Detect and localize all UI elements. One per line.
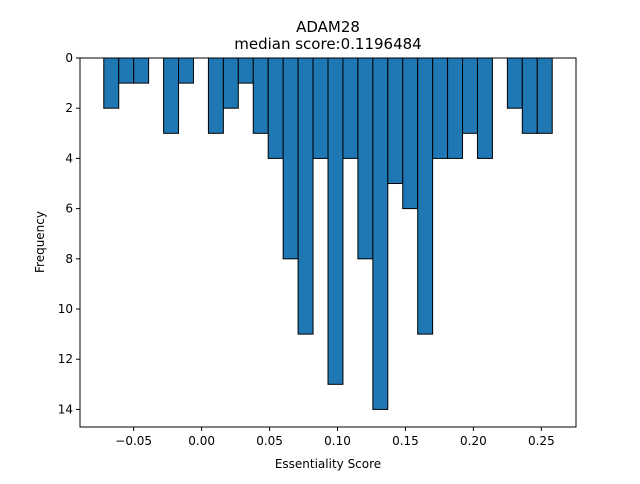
histogram-bar-1 [118,57,135,84]
x-tick-label-1: 0.00 [188,434,215,448]
y-tick-label-6: 12 [58,352,73,366]
histogram-bar-7 [237,57,254,84]
y-tick-label-0: 0 [65,51,73,65]
bars-group [103,57,553,410]
x-tick-label-6: 0.25 [528,434,555,448]
histogram-bar-5 [207,57,224,134]
x-tick-label-2: 0.05 [256,434,283,448]
histogram-bar-25 [521,57,538,134]
histogram-bar-19 [417,57,434,335]
histogram-bar-15 [357,57,374,260]
plot-frame [79,57,577,428]
y-tick-label-5: 10 [58,302,73,316]
histogram-bar-16 [372,57,389,410]
histogram-bar-13 [327,57,344,385]
y-tick-label-2: 4 [65,151,73,165]
y-tick-label-1: 2 [65,101,73,115]
x-axis-label: Essentiality Score [275,457,381,471]
histogram-bar-22 [462,57,478,134]
y-tick-label-3: 6 [65,202,73,216]
histogram-bar-24 [506,57,523,109]
x-tick-label-3: 0.10 [324,434,351,448]
histogram-bar-9 [267,57,284,159]
chart-title: ADAM28 [296,18,360,36]
x-tick-label-5: 0.20 [460,434,487,448]
histogram-bar-18 [402,57,419,210]
histogram-bar-20 [432,57,449,159]
ticks-group: −0.05 0.00 0.05 0.10 0.15 0.20 0.25 0 2 4 6 8 10 12 14 [58,51,555,448]
histogram-bar-14 [342,57,359,159]
histogram-bar-2 [133,57,150,84]
histogram-bar-21 [447,57,464,159]
chart-subtitle: median score:0.1196484 [234,35,421,53]
x-tick-label-0: −0.05 [115,434,152,448]
histogram-bar-12 [312,57,329,159]
histogram-bar-6 [222,57,239,109]
histogram-bar-0 [103,57,120,109]
histogram-bar-4 [178,57,194,84]
histogram-bar-3 [163,57,180,134]
histogram-bar-8 [252,57,269,134]
histogram-bar-23 [476,57,493,159]
histogram-bar-26 [536,57,553,134]
histogram-bar-17 [387,57,404,185]
y-axis-label: Frequency [33,211,47,273]
histogram-bar-10 [282,57,299,260]
x-tick-label-4: 0.15 [392,434,419,448]
histogram-bar-11 [297,57,314,335]
y-tick-label-4: 8 [65,252,73,266]
y-tick-label-7: 14 [58,402,73,416]
